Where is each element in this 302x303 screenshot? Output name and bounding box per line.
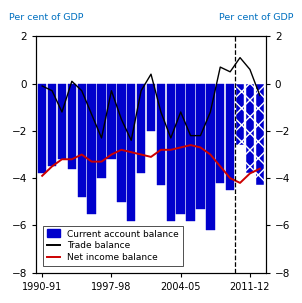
Bar xyxy=(107,84,116,159)
Bar xyxy=(226,84,234,190)
Bar xyxy=(78,84,86,197)
Bar xyxy=(246,84,254,173)
Bar xyxy=(196,84,205,209)
Bar xyxy=(58,84,66,159)
Bar xyxy=(176,84,185,214)
Bar xyxy=(88,84,96,214)
Bar xyxy=(255,84,264,185)
Bar xyxy=(157,84,165,185)
Bar xyxy=(206,84,214,230)
Bar xyxy=(68,84,76,169)
Bar xyxy=(127,84,135,221)
Text: Per cent of GDP: Per cent of GDP xyxy=(219,13,293,22)
Bar xyxy=(216,84,224,183)
Bar xyxy=(236,84,244,145)
Bar xyxy=(48,84,56,166)
Bar xyxy=(117,84,126,202)
Text: Per cent of GDP: Per cent of GDP xyxy=(9,13,83,22)
Bar xyxy=(97,84,106,178)
Bar xyxy=(147,84,155,131)
Bar xyxy=(186,84,195,221)
Bar xyxy=(137,84,145,173)
Bar xyxy=(167,84,175,221)
Bar xyxy=(38,84,47,173)
Legend: Current account balance, Trade balance, Net income balance: Current account balance, Trade balance, … xyxy=(43,226,183,266)
